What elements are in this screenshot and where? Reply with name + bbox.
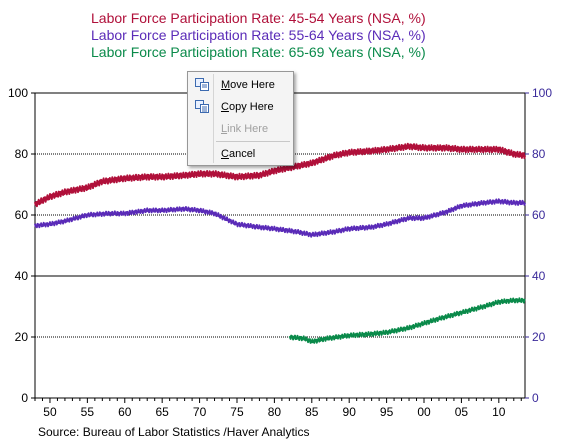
series-line-3 <box>288 297 526 344</box>
x-tick-label: 75 <box>230 405 244 419</box>
menu-item-label: Copy Here <box>221 101 274 113</box>
menu-item-label: Link Here <box>221 123 269 135</box>
series-line-2 <box>34 198 526 238</box>
move-icon <box>195 78 209 91</box>
chart-title-3: Labor Force Participation Rate: 65-69 Ye… <box>91 44 426 60</box>
y-tick-label: 20 <box>15 330 29 344</box>
menu-item-cancel[interactable]: Cancel <box>190 144 291 164</box>
y-tick-label-right: 40 <box>532 269 546 283</box>
y-tick-label: 80 <box>15 147 29 161</box>
context-menu[interactable]: Move Here Copy Here Link Here Cancel <box>187 71 294 166</box>
x-tick-label: 80 <box>268 405 282 419</box>
x-axis: 50 55 60 65 70 75 80 85 90 95 00 05 10 <box>34 398 522 419</box>
y-axis-right: 0 20 40 60 80 100 <box>525 86 552 405</box>
menu-separator <box>216 141 290 142</box>
y-tick-label: 100 <box>8 86 28 100</box>
x-tick-label: 70 <box>193 405 207 419</box>
menu-item-label: Move Here <box>221 79 275 91</box>
chart-titles: Labor Force Participation Rate: 45-54 Ye… <box>91 10 426 60</box>
y-tick-label: 40 <box>15 269 29 283</box>
copy-icon <box>195 100 209 113</box>
x-tick-label: 95 <box>380 405 394 419</box>
menu-item-link-here[interactable]: Link Here <box>190 119 291 139</box>
menu-item-label: Cancel <box>221 148 256 160</box>
y-tick-label-right: 100 <box>532 86 552 100</box>
x-tick-label: 65 <box>155 405 169 419</box>
x-tick-label: 55 <box>81 405 95 419</box>
y-tick-label: 60 <box>15 208 29 222</box>
menu-item-move-here[interactable]: Move Here <box>190 75 291 95</box>
y-tick-label: 0 <box>21 391 28 405</box>
source-note: Source: Bureau of Labor Statistics /Have… <box>38 425 309 439</box>
x-tick-label: 85 <box>305 405 319 419</box>
y-tick-label-right: 20 <box>532 330 546 344</box>
x-tick-label: 05 <box>455 405 469 419</box>
y-tick-label-right: 80 <box>532 147 546 161</box>
x-tick-label: 90 <box>343 405 357 419</box>
menu-item-copy-here[interactable]: Copy Here <box>190 97 291 117</box>
x-tick-label: 50 <box>43 405 57 419</box>
chart-title-1: Labor Force Participation Rate: 45-54 Ye… <box>91 10 426 26</box>
x-tick-label: 60 <box>118 405 132 419</box>
y-tick-label-right: 0 <box>532 391 539 405</box>
series-line-1 <box>34 142 526 208</box>
y-tick-label-right: 60 <box>532 208 546 222</box>
x-tick-label: 10 <box>492 405 506 419</box>
chart-title-2: Labor Force Participation Rate: 55-64 Ye… <box>91 27 426 43</box>
series-layer <box>34 142 526 344</box>
menu-gutter <box>213 74 214 163</box>
y-axis-left: 0 20 40 60 80 100 <box>8 86 35 405</box>
x-tick-label: 00 <box>417 405 431 419</box>
